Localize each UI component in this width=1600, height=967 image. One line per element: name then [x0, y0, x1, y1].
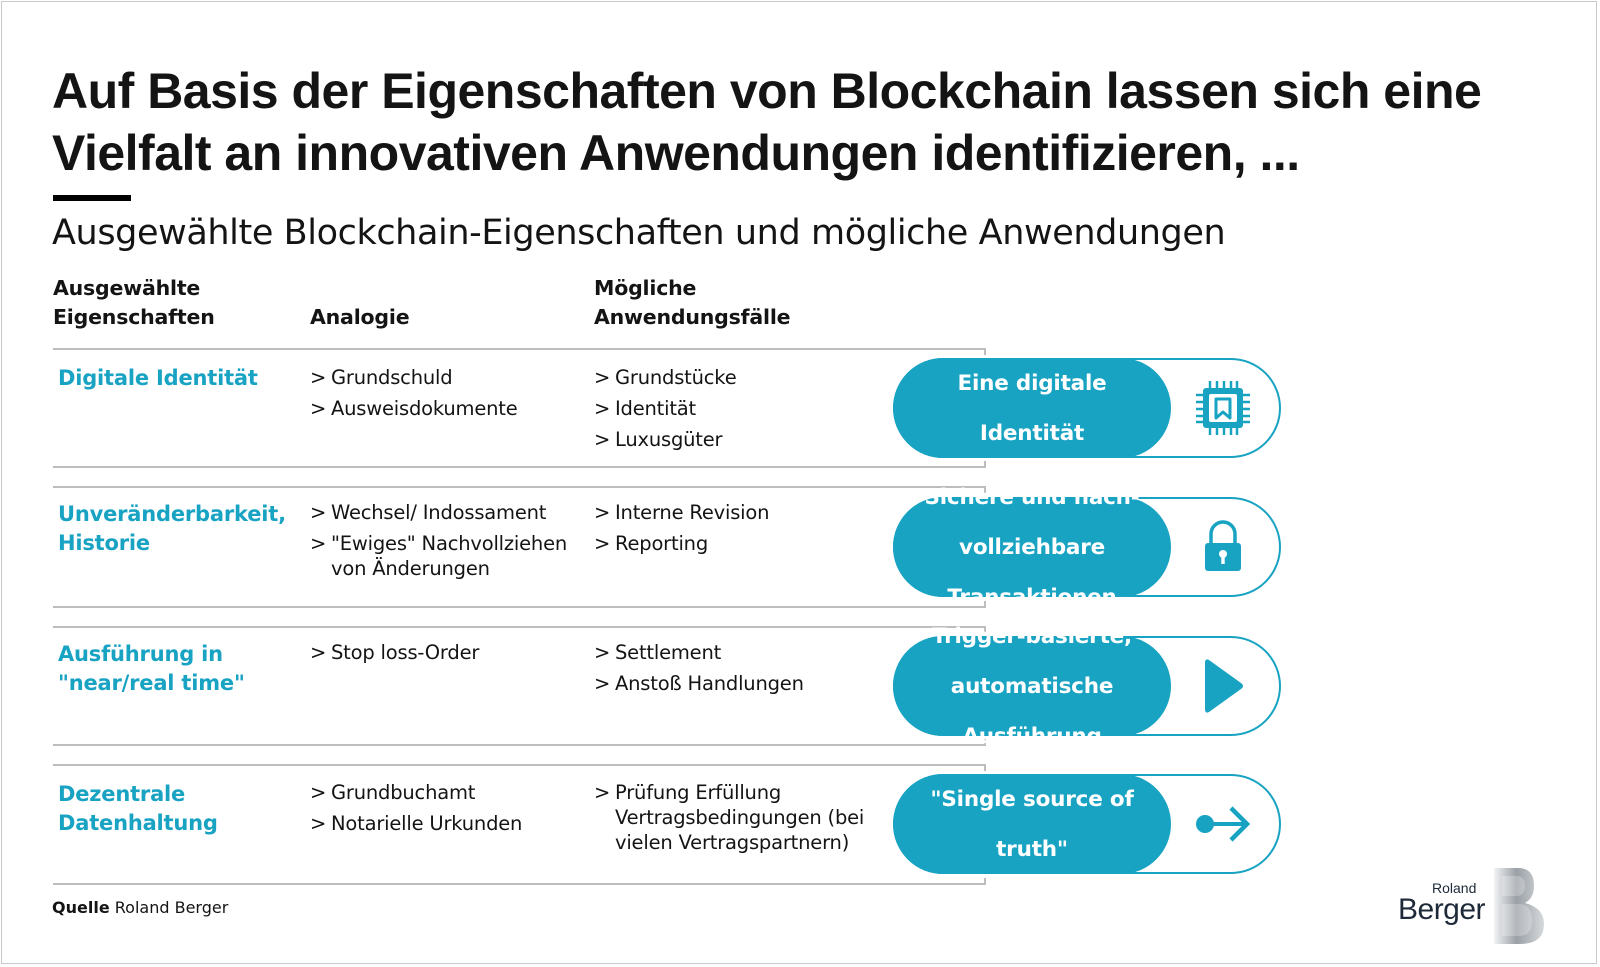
- title-underline: [53, 195, 131, 201]
- row-3-pill-line-1: Trigger-basierte,: [931, 623, 1133, 649]
- row-4-property-line-2: Datenhaltung: [58, 811, 218, 835]
- list-item: Identität: [594, 396, 894, 421]
- header-properties-line-1: Ausgewählte: [53, 276, 201, 300]
- row-4-analogies: Grundbuchamt Notarielle Urkunden: [310, 780, 580, 842]
- row-2-property: Unveränderbarkeit, Historie: [58, 500, 286, 558]
- dot-arrow-icon: [1196, 806, 1251, 842]
- row-1-pill-line-2: Identität: [979, 420, 1085, 446]
- row-2-usecases: Interne Revision Reporting: [594, 500, 894, 562]
- row-3-pill: Trigger-basierte, automatische Ausführun…: [893, 624, 1171, 749]
- rule-tick: [984, 764, 986, 771]
- list-item: Prüfung Erfüllung Vertragsbedingungen (b…: [594, 780, 884, 855]
- list-item: Interne Revision: [594, 500, 894, 525]
- row-4-property: Dezentrale Datenhaltung: [58, 780, 218, 838]
- row-2-bottom-rule: [53, 601, 986, 608]
- rule-tick: [984, 739, 986, 746]
- row-1-property: Digitale Identität: [58, 366, 258, 390]
- row-4-property-line-1: Dezentrale: [58, 782, 186, 806]
- subtitle: Ausgewählte Blockchain-Eigenschaften und…: [52, 213, 1226, 253]
- source-text: Roland Berger: [114, 898, 229, 917]
- row-4-pill: "Single source of truth": [893, 774, 1171, 874]
- header-usecases-line-1: Mögliche: [594, 276, 697, 300]
- list-item: Grundstücke: [594, 365, 894, 390]
- list-item: Notarielle Urkunden: [310, 811, 580, 836]
- list-item: Anstoß Handlungen: [594, 671, 894, 696]
- row-2-top-rule: [53, 486, 986, 493]
- header-usecases: Mögliche Anwendungsfälle: [594, 274, 791, 332]
- list-item: Grundschuld: [310, 365, 580, 390]
- row-1-pill: Eine digitale Identität: [893, 358, 1171, 458]
- row-4-pill-line-1: "Single source of: [930, 786, 1134, 812]
- row-3-usecases: Settlement Anstoß Handlungen: [594, 640, 894, 702]
- row-1-top-rule: [53, 348, 986, 355]
- logo-text-roland: Roland: [1432, 880, 1477, 896]
- list-item: Settlement: [594, 640, 894, 665]
- row-3-analogies: Stop loss-Order: [310, 640, 580, 671]
- row-3-top-rule: [53, 626, 986, 633]
- rule-tick: [984, 461, 986, 468]
- logo-text-berger: Berger: [1398, 893, 1486, 926]
- row-2-pill-line-3: Transaktionen: [947, 584, 1117, 610]
- rule-tick: [984, 626, 986, 633]
- header-usecases-line-2: Anwendungsfälle: [594, 305, 791, 329]
- row-4-usecases: Prüfung Erfüllung Vertragsbedingungen (b…: [594, 780, 884, 861]
- row-1-usecases: Grundstücke Identität Luxusgüter: [594, 365, 894, 458]
- rule-tick: [984, 601, 986, 608]
- row-3-bottom-rule: [53, 739, 986, 746]
- row-2-property-line-1: Unveränderbarkeit,: [58, 502, 286, 526]
- row-3-property: Ausführung in "near/real time": [58, 640, 245, 698]
- title-line-1: Auf Basis der Eigenschaften von Blockcha…: [52, 63, 1482, 119]
- row-4-bottom-rule: [53, 878, 986, 885]
- source-note: Quelle Roland Berger: [52, 898, 228, 917]
- row-4-top-rule: [53, 764, 986, 771]
- list-item: Grundbuchamt: [310, 780, 580, 805]
- page-title: Auf Basis der Eigenschaften von Blockcha…: [52, 60, 1552, 184]
- list-item: Ausweisdokumente: [310, 396, 580, 421]
- rule-tick: [984, 486, 986, 493]
- row-1-bottom-rule: [53, 461, 986, 468]
- row-2-analogies: Wechsel/ Indossament "Ewiges" Nachvollzi…: [310, 500, 580, 587]
- row-2-property-line-2: Historie: [58, 531, 150, 555]
- rule-tick: [984, 878, 986, 885]
- row-2-pill-line-1: Sichere und nach-: [924, 484, 1140, 510]
- row-3-property-line-2: "near/real time": [58, 671, 245, 695]
- row-3-property-line-1: Ausführung in: [58, 642, 223, 666]
- row-2-pill-line-2: vollziehbare: [959, 534, 1105, 560]
- list-item: Stop loss-Order: [310, 640, 580, 665]
- header-properties-line-2: Eigenschaften: [53, 305, 215, 329]
- play-icon: [1205, 659, 1243, 713]
- row-2-pill: Sichere und nach- vollziehbare Transakti…: [893, 485, 1171, 610]
- list-item: Luxusgüter: [594, 427, 894, 452]
- chip-icon: [1196, 381, 1250, 435]
- row-1-pill-line-1: Eine digitale: [957, 370, 1107, 396]
- rule-tick: [984, 348, 986, 355]
- row-4-pill-line-2: truth": [996, 836, 1068, 862]
- row-3-pill-line-3: Ausführung: [962, 723, 1102, 749]
- roland-berger-logo: [1494, 868, 1544, 944]
- lock-icon: [1205, 520, 1241, 571]
- header-analogy: Analogie: [310, 305, 410, 329]
- list-item: Wechsel/ Indossament: [310, 500, 580, 525]
- title-line-2: Vielfalt an innovativen Anwendungen iden…: [52, 125, 1300, 181]
- row-3-pill-line-2: automatische: [950, 673, 1114, 699]
- row-1-analogies: Grundschuld Ausweisdokumente: [310, 365, 580, 427]
- list-item: "Ewiges" Nachvollziehen von Änderungen: [310, 531, 580, 581]
- source-label: Quelle: [52, 898, 110, 917]
- header-properties: Ausgewählte Eigenschaften: [53, 274, 215, 332]
- list-item: Reporting: [594, 531, 894, 556]
